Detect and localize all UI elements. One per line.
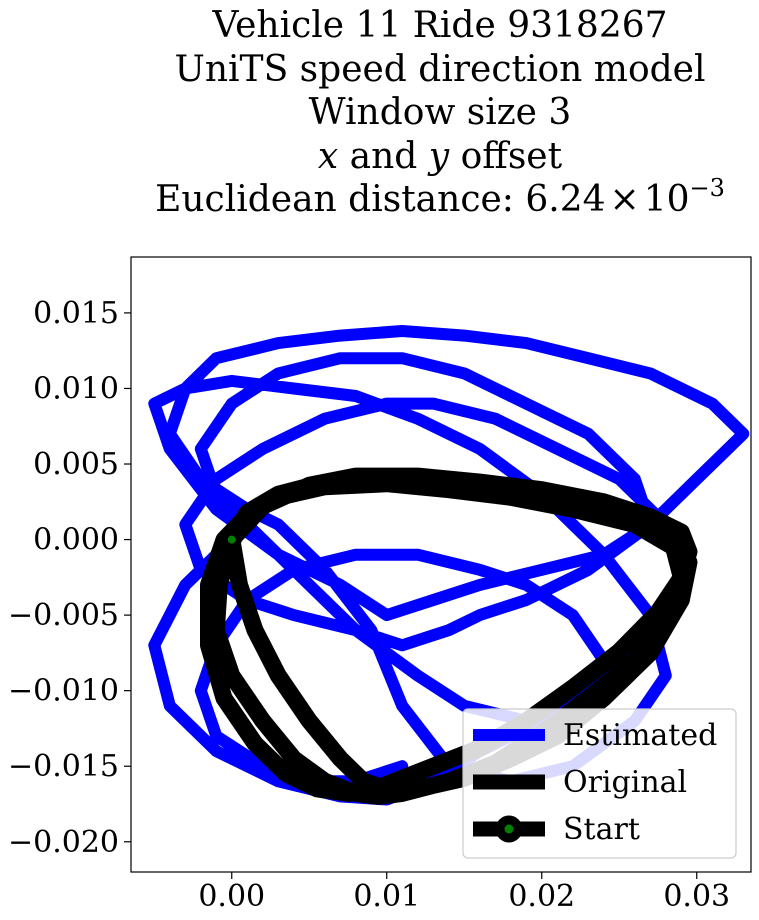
title-line-5: Euclidean distance: 6.24 × 10−3 [120,176,759,222]
title-and: and [338,135,429,177]
start-point-marker [221,529,242,550]
x-tick-label: 0.03 [663,879,730,914]
y-tick-label: 0.000 [33,523,119,558]
y-tick-label: −0.005 [8,598,119,633]
chart-title: Vehicle 11 Ride 9318267 UniTS speed dire… [120,4,759,222]
legend-start-marker [495,815,523,843]
title-distance-prefix: Euclidean distance: [155,179,526,220]
title-var-y: y [428,135,450,177]
y-tick-label: −0.020 [8,825,119,860]
title-base: 10 [643,179,690,220]
legend-label-original: Original [563,765,687,800]
title-exponent: −3 [689,174,725,202]
legend-label-estimated: Estimated [563,718,717,753]
title-times: × [609,179,640,220]
legend-label-start: Start [563,812,640,847]
axis-layer: 0.015 0.010 0.005 0.000 −0.005 −0.010 −0.015 −0… [8,296,730,914]
title-line-4: x and y offset [120,135,759,179]
title-var-x: x [317,135,339,177]
y-tick-label: 0.005 [33,447,119,482]
title-line-2: UniTS speed direction model [174,48,706,90]
title-line-1: Vehicle 11 Ride 9318267 [212,5,668,46]
legend: Estimated Original Start [462,708,737,859]
legend-box [462,708,737,859]
x-tick-label: 0.00 [198,879,265,914]
y-tick-label: −0.010 [8,674,119,709]
title-mantissa: 6.24 [525,179,606,220]
y-tick-label: 0.010 [33,371,119,406]
x-tick-label: 0.01 [353,879,420,914]
y-tick-label: 0.015 [33,296,119,331]
series-original-line [200,467,698,805]
y-tick-label: −0.015 [8,749,119,784]
plot-frame [130,256,752,873]
title-offset: offset [449,135,563,177]
title-line-3: Window size 3 [308,92,572,133]
x-tick-label: 0.02 [508,879,575,914]
